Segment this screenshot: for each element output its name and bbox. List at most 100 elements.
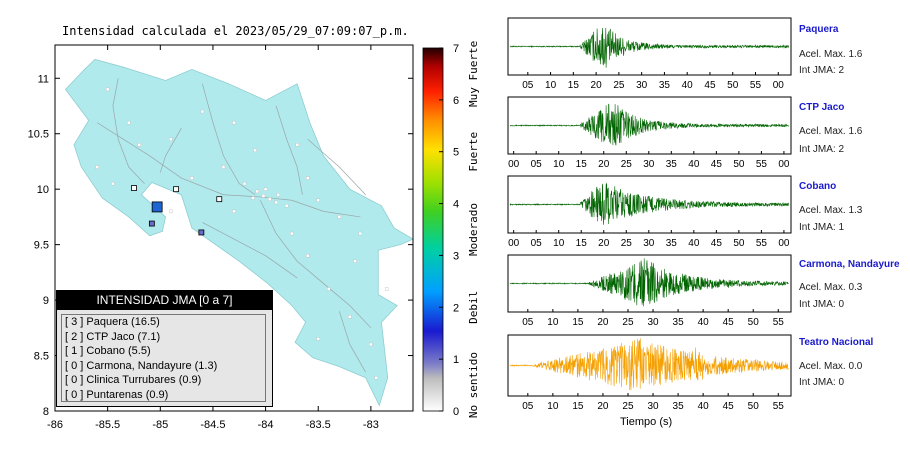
land-area xyxy=(65,58,414,407)
station-dot xyxy=(276,193,280,197)
x-tick-label: -86 xyxy=(47,419,63,431)
station-dot xyxy=(190,176,194,180)
waveform-tick-label: 10 xyxy=(547,401,559,412)
y-tick-label: 11 xyxy=(38,73,49,85)
station-name: CTP Jaco xyxy=(799,102,845,113)
colorbar-tick-label: 5 xyxy=(453,147,459,159)
waveform-tick-label: 30 xyxy=(647,317,659,328)
station-int: Int JMA: 0 xyxy=(799,377,845,388)
waveform-tick-label: 45 xyxy=(711,238,723,249)
station-int: Int JMA: 2 xyxy=(799,65,845,76)
map-frame xyxy=(54,44,414,412)
y-tick-label: 8 xyxy=(43,406,49,418)
station-dot xyxy=(348,315,352,319)
station-marker xyxy=(173,186,179,193)
legend-item: [ 0 ] Clinica Turrubares (0.9) xyxy=(65,374,202,386)
legend-item: [ 1 ] Cobano (5.5) xyxy=(65,345,151,357)
y-tick-label: 9 xyxy=(43,295,49,307)
page-title: Intensidad calculada el 2023/05/29_07:09… xyxy=(62,24,409,38)
station-int: Int JMA: 2 xyxy=(799,144,845,155)
waveform-tick-label: 25 xyxy=(613,80,625,91)
colorbar-tick-label: 0 xyxy=(453,406,459,418)
waveform-tick-label: 40 xyxy=(688,238,700,249)
road-line xyxy=(338,311,366,373)
waveform-tick-label: 35 xyxy=(659,80,671,91)
station-int: Int JMA: 0 xyxy=(799,299,845,310)
station-dot xyxy=(169,209,173,214)
waveform-tick-label: 00 xyxy=(778,238,790,249)
waveform-tick-label: 40 xyxy=(688,159,700,170)
station-dot xyxy=(327,287,331,291)
road-line xyxy=(202,222,298,279)
station-dot xyxy=(374,376,378,380)
waveform-tick-label: 00 xyxy=(773,80,785,91)
waveform-trace xyxy=(509,258,789,307)
y-tick-label: 10.5 xyxy=(28,129,49,141)
waveform-tick-label: 55 xyxy=(750,80,762,91)
waveform-tick-label: 45 xyxy=(723,317,735,328)
road-line xyxy=(307,139,366,195)
colorbar-tick-label: 3 xyxy=(453,250,459,262)
station-dot xyxy=(353,259,357,263)
station-acel: Acel. Max. 0.3 xyxy=(799,282,863,293)
waveform-tick-label: 50 xyxy=(733,159,745,170)
station-dot xyxy=(263,187,268,191)
station-dot xyxy=(127,120,131,125)
waveform-tick-label: 20 xyxy=(598,238,610,249)
waveform-tick-label: 50 xyxy=(727,80,739,91)
station-dot xyxy=(242,181,247,186)
waveform-tick-label: 55 xyxy=(756,238,768,249)
station-acel: Acel. Max. 0.0 xyxy=(799,361,863,372)
waveform-tick-label: 00 xyxy=(508,238,520,249)
waveform-tick-label: 35 xyxy=(666,159,678,170)
legend-title: INTENSIDAD JMA [0 a 7] xyxy=(57,291,272,310)
colorbar-category-label: Muy Fuerte xyxy=(467,41,480,107)
waveform-tick-label: 45 xyxy=(704,80,716,91)
station-dot xyxy=(290,231,294,236)
station-dot xyxy=(95,165,99,169)
waveform-tick-label: 30 xyxy=(636,80,648,91)
waveform-tick-label: 05 xyxy=(522,80,534,91)
waveform-tick-label: 50 xyxy=(748,317,760,328)
x-tick-label: -83.5 xyxy=(306,419,331,431)
station-dot xyxy=(261,194,266,198)
y-tick-label: 9.5 xyxy=(34,240,49,252)
waveform-tick-label: 35 xyxy=(673,317,685,328)
waveform-tick-label: 25 xyxy=(622,317,634,328)
waveform-tick-label: 00 xyxy=(778,159,790,170)
y-tick-label: 10 xyxy=(37,184,49,196)
station-dot xyxy=(268,197,272,201)
road-line xyxy=(159,128,182,173)
station-dot xyxy=(111,181,115,186)
waveform-tick-label: 40 xyxy=(698,401,710,412)
waveform-tick-label: 45 xyxy=(711,159,723,170)
waveform-tick-label: 15 xyxy=(572,317,584,328)
x-tick-label: -84.5 xyxy=(200,419,225,431)
waveform-trace xyxy=(509,27,789,68)
colorbar-tick-label: 6 xyxy=(453,95,459,107)
road-line xyxy=(112,78,145,184)
road-line xyxy=(260,200,372,329)
waveform-tick-label: 15 xyxy=(568,80,580,91)
colorbar-tick-label: 4 xyxy=(453,199,459,211)
road-line xyxy=(275,105,303,195)
station-dot xyxy=(295,143,299,147)
station-dot xyxy=(306,176,310,180)
waveform-tick-label: 40 xyxy=(698,317,710,328)
x-tick-label: -85 xyxy=(152,419,168,431)
colorbar xyxy=(422,47,444,412)
waveform-tick-label: 35 xyxy=(666,238,678,249)
waveform-tick-label: 05 xyxy=(531,159,543,170)
road-line xyxy=(202,83,256,196)
colorbar-tick-label: 7 xyxy=(453,43,459,55)
station-marker xyxy=(198,229,205,236)
waveform-tick-label: 55 xyxy=(773,317,785,328)
waveform-tick-label: 20 xyxy=(597,317,609,328)
station-dot xyxy=(255,189,259,194)
station-int: Int JMA: 1 xyxy=(799,222,845,233)
colorbar-category-label: Moderado xyxy=(467,203,480,256)
x-axis-label: Tiempo (s) xyxy=(620,416,673,428)
station-dot xyxy=(337,215,341,219)
waveform-tick-label: 25 xyxy=(622,401,634,412)
